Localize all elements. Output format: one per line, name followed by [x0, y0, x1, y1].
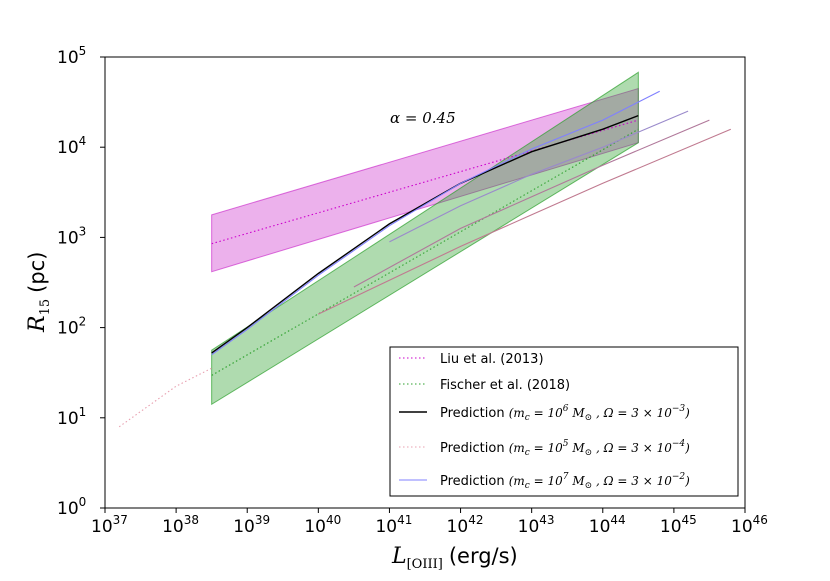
x-tick-label: 1044: [589, 513, 626, 537]
y-tick-label: 102: [57, 315, 86, 339]
x-axis: 1037 1038 1039 1040 1041 1042 1043 1044 1045 1046: [91, 508, 768, 537]
bands-layer: [211, 71, 639, 406]
x-tick-label: 1038: [162, 513, 199, 537]
y-axis: 100 101 102 103 104 105: [57, 44, 105, 519]
series-line-5: [389, 110, 689, 243]
y-tick-label: 105: [57, 44, 86, 68]
legend-box: [389, 346, 739, 497]
y-tick-label: 104: [57, 134, 86, 158]
y-tick-label: 103: [57, 224, 86, 248]
series-line-3: [118, 367, 212, 428]
x-tick-label: 1037: [91, 513, 128, 537]
legend: Liu et al. (2013) Fischer et al. (2018) …: [389, 346, 739, 497]
band-1: [211, 71, 639, 406]
x-tick-label: 1040: [304, 513, 341, 537]
series-line-4: [211, 90, 660, 356]
series-line-2: [211, 114, 639, 354]
alpha-annotation: α = 0.45: [390, 109, 456, 127]
x-tick-label: 1046: [731, 513, 768, 537]
series-line-7: [318, 128, 732, 315]
x-tick-label: 1039: [233, 513, 270, 537]
x-tick-label: 1041: [375, 513, 412, 537]
legend-label-liu: Liu et al. (2013): [440, 352, 544, 367]
y-tick-label: 101: [57, 405, 86, 429]
legend-label-prediction-1e5: Prediction (mc = 105 M⊙ , Ω = 3 × 10−4): [440, 439, 690, 458]
x-axis-label: L[OIII] (erg/s): [391, 544, 518, 572]
y-tick-label: 100: [57, 495, 86, 519]
plot-frame: [104, 56, 746, 509]
legend-label-prediction-1e6: Prediction (mc = 106 M⊙ , Ω = 3 × 10−3): [440, 404, 690, 423]
series-line-6: [353, 119, 710, 288]
series-layer: [118, 90, 732, 428]
x-tick-label: 1045: [660, 513, 697, 537]
x-tick-label: 1043: [518, 513, 555, 537]
legend-label-prediction-1e7: Prediction (mc = 107 M⊙ , Ω = 3 × 10−2): [440, 472, 690, 491]
y-axis-label: R15(pc): [25, 252, 53, 333]
x-tick-label: 1042: [447, 513, 484, 537]
legend-label-fischer: Fischer et al. (2018): [440, 378, 570, 393]
